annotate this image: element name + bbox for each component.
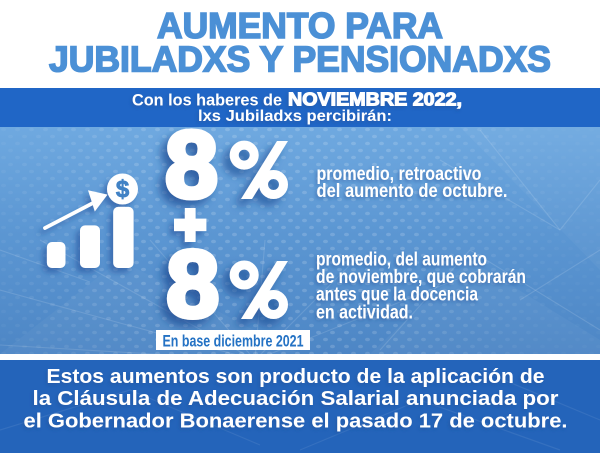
svg-text:de noviembre, que cobrarán: de noviembre, que cobrarán: [316, 267, 526, 288]
svg-text:del aumento de octubre.: del aumento de octubre.: [317, 181, 508, 202]
svg-text:NOVIEMBRE 2022,: NOVIEMBRE 2022,: [288, 90, 462, 110]
svg-text:JUBILADXS Y PENSIONADXS: JUBILADXS Y PENSIONADXS: [49, 39, 551, 80]
svg-text:$: $: [116, 176, 130, 203]
svg-text:promedio, del aumento: promedio, del aumento: [316, 250, 487, 271]
svg-text:8: 8: [166, 232, 219, 338]
svg-text:AUMENTO PARA: AUMENTO PARA: [157, 5, 443, 46]
svg-text:En base diciembre 2021: En base diciembre 2021: [163, 332, 304, 351]
svg-text:promedio, retroactivo: promedio, retroactivo: [317, 164, 482, 185]
svg-text:Con los haberes de: Con los haberes de: [132, 91, 282, 110]
svg-text:la Cláusula de Adecuación Sala: la Cláusula de Adecuación Salarial anunc…: [33, 388, 559, 410]
svg-text:8: 8: [165, 112, 218, 218]
svg-text:en actividad.: en actividad.: [316, 303, 413, 324]
svg-text:lxs Jubiladxs percibirán:: lxs Jubiladxs percibirán:: [198, 108, 392, 125]
svg-text:antes que la docencia: antes que la docencia: [316, 285, 478, 306]
svg-text:Estos aumentos son producto de: Estos aumentos son producto de la aplica…: [47, 366, 545, 388]
svg-text:el Gobernador Bonaerense el pa: el Gobernador Bonaerense el pasado 17 de…: [24, 411, 568, 433]
